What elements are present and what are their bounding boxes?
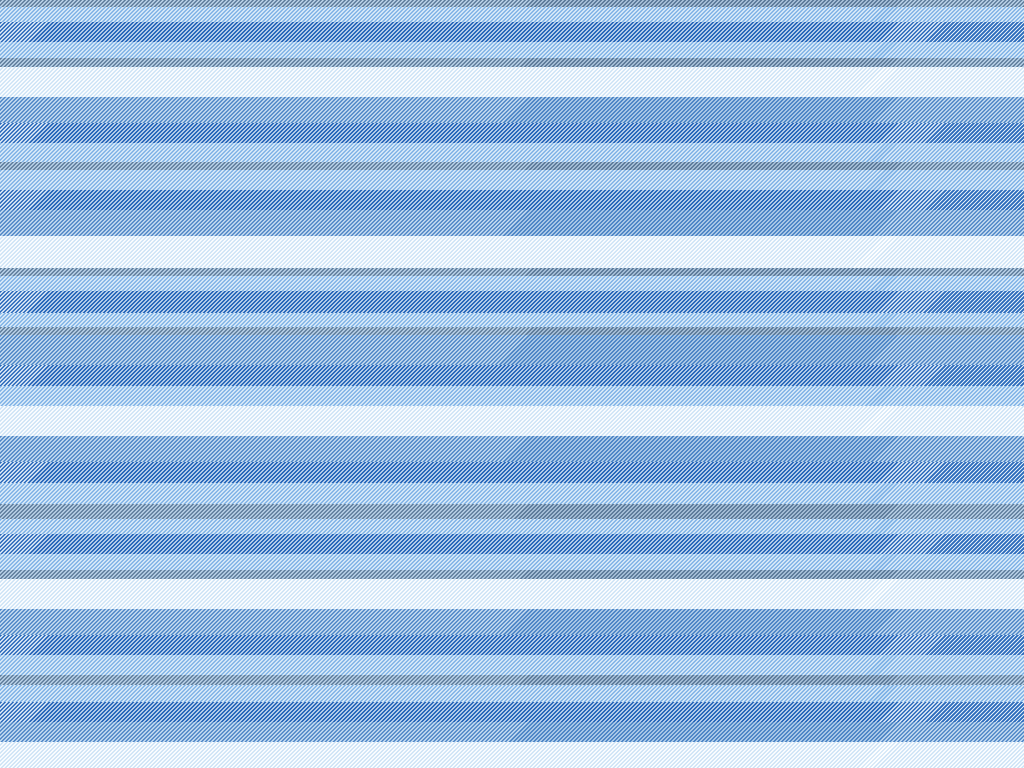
stripe-row-light-blue [0, 7, 1024, 22]
stripe-row-light-blue [0, 386, 1024, 406]
stripe-row-vivid-blue [0, 22, 1024, 42]
stripe-row-vivid-blue [0, 365, 1024, 386]
stripe-row-medium-blue [0, 609, 1024, 635]
stripe-row-light-blue [0, 655, 1024, 675]
stripe-row-slate-gray [0, 58, 1024, 67]
stripe-row-medium-blue [0, 97, 1024, 123]
stripe-row-light-blue [0, 42, 1024, 58]
stripe-row-medium-blue [0, 210, 1024, 236]
stripe-row-light-blue [0, 276, 1024, 291]
stripe-row-vivid-blue [0, 291, 1024, 313]
stripe-row-light-blue [0, 483, 1024, 504]
stripe-row-light-blue [0, 170, 1024, 190]
stripe-row-slate-gray [0, 268, 1024, 276]
stripe-row-vivid-blue [0, 462, 1024, 483]
stripe-row-light-blue [0, 143, 1024, 162]
stripe-row-slate-gray [0, 570, 1024, 579]
stripe-row-medium-blue [0, 722, 1024, 742]
stripe-row-medium-blue [0, 436, 1024, 462]
stripe-row-light-blue [0, 685, 1024, 702]
stripe-row-slate-gray [0, 675, 1024, 685]
stripe-row-white-band [0, 742, 1024, 768]
stripe-row-light-blue [0, 554, 1024, 570]
stripe-row-light-blue [0, 313, 1024, 327]
stripe-row-white-band [0, 579, 1024, 609]
stripe-row-light-blue [0, 519, 1024, 534]
stripe-row-slate-gray [0, 327, 1024, 335]
stripe-row-white-band [0, 67, 1024, 97]
stripe-row-vivid-blue [0, 123, 1024, 143]
stripe-row-vivid-blue [0, 702, 1024, 722]
stripe-row-vivid-blue [0, 635, 1024, 655]
stripe-row-slate-gray [0, 504, 1024, 519]
stripe-row-white-band [0, 406, 1024, 436]
stripe-row-white-band [0, 236, 1024, 268]
stripe-row-vivid-blue [0, 534, 1024, 554]
stripe-row-vivid-blue [0, 190, 1024, 210]
stripe-row-medium-blue [0, 335, 1024, 365]
stripe-row-slate-gray [0, 162, 1024, 170]
stripe-row-slate-gray [0, 0, 1024, 7]
